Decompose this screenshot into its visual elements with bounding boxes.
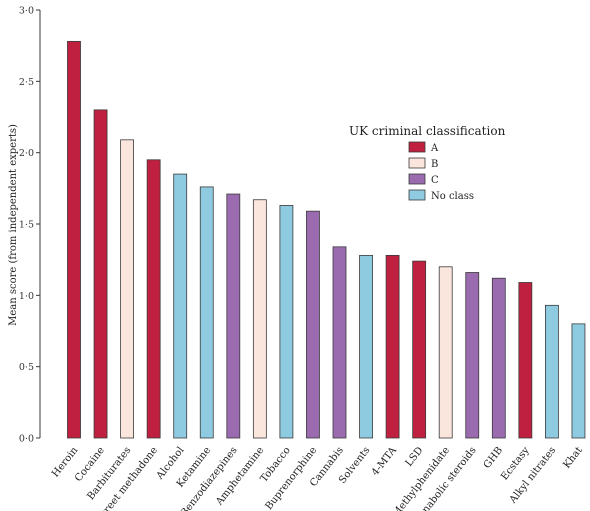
x-tick-label: 4-MTA	[370, 444, 400, 478]
legend-swatch	[409, 190, 425, 200]
bar	[280, 205, 293, 438]
bar	[121, 140, 134, 438]
bar	[147, 160, 160, 438]
bar	[200, 187, 213, 438]
y-tick-label: 2·0	[19, 148, 34, 159]
legend-title: UK criminal classification	[349, 124, 506, 138]
bar	[492, 278, 505, 438]
y-tick-label: 3·0	[19, 6, 34, 17]
bar	[572, 324, 585, 438]
bar	[466, 273, 479, 438]
bar	[68, 41, 81, 438]
bar	[360, 255, 373, 438]
bar	[253, 200, 266, 438]
legend-swatch	[409, 174, 425, 184]
bar	[227, 194, 240, 438]
bar	[386, 255, 399, 438]
legend-label: B	[431, 159, 438, 170]
bar	[413, 261, 426, 438]
x-tick-label: LSD	[404, 445, 426, 469]
y-tick-label: 2·5	[19, 77, 34, 88]
bar	[519, 282, 532, 438]
y-axis: 0·0 0·5 1·0 1·5 2·0 2·5 3·0	[19, 6, 40, 445]
y-tick-label: 0·5	[19, 362, 34, 373]
bars-group	[68, 41, 585, 438]
y-tick-label: 1·5	[19, 220, 34, 231]
y-tick-label: 0·0	[19, 434, 34, 445]
bar	[94, 110, 107, 438]
bar	[174, 174, 187, 438]
legend: UK criminal classification ABC No class	[349, 124, 506, 202]
bar	[439, 267, 452, 438]
legend-label: C	[431, 175, 439, 186]
x-tick-label: Khat	[561, 445, 584, 471]
bar	[545, 305, 558, 438]
legend-swatch	[409, 142, 425, 152]
x-tick-label: GHB	[482, 445, 505, 471]
bar	[333, 247, 346, 438]
legend-label: A	[430, 143, 439, 154]
bar	[306, 211, 319, 438]
legend-label: No class	[431, 191, 474, 202]
y-tick-label: 1·0	[19, 291, 34, 302]
legend-swatch	[409, 158, 425, 168]
y-axis-title: Mean score (from independent experts)	[8, 124, 19, 326]
